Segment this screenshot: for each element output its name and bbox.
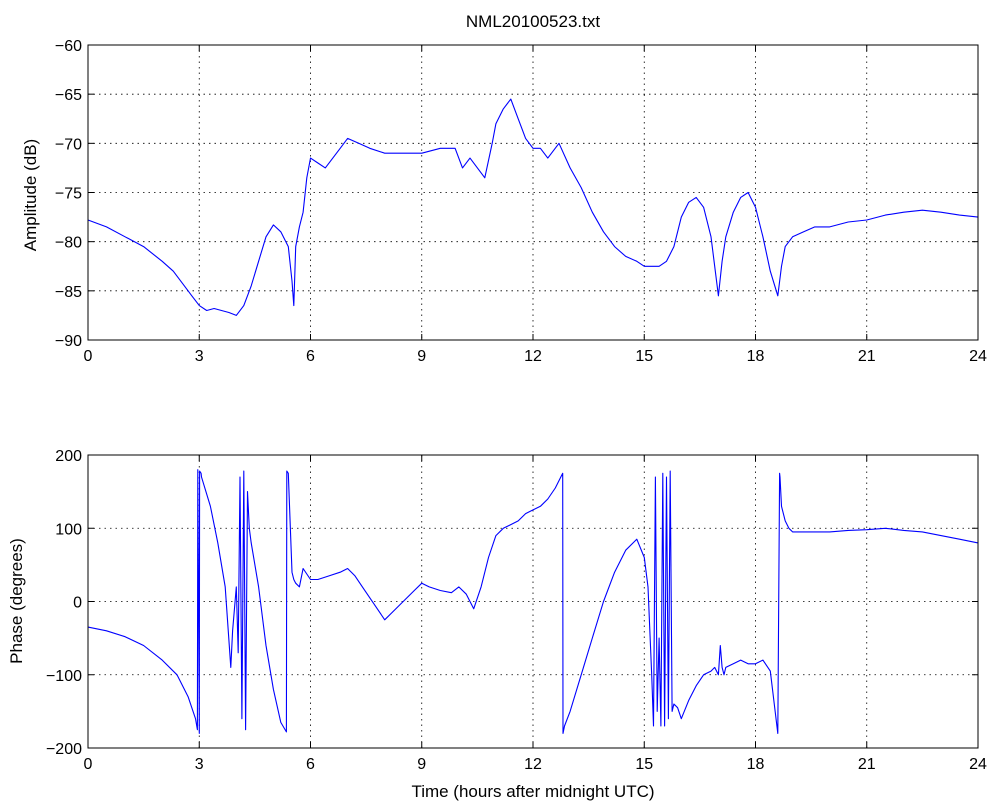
x-tick-label: 24 xyxy=(969,348,987,365)
x-tick-label: 6 xyxy=(306,348,315,365)
x-tick-label: 6 xyxy=(306,756,315,773)
x-tick-label: 21 xyxy=(858,756,876,773)
x-axis-label: Time (hours after midnight UTC) xyxy=(411,782,654,801)
y-tick-label: −75 xyxy=(55,186,82,203)
x-tick-label: 18 xyxy=(747,348,765,365)
y-tick-label: 200 xyxy=(55,448,82,465)
x-tick-label: 0 xyxy=(84,756,93,773)
x-tick-label: 9 xyxy=(417,348,426,365)
y-tick-label: −60 xyxy=(55,38,82,55)
chart-title: NML20100523.txt xyxy=(466,12,600,31)
series-line xyxy=(87,98,979,316)
amplitude-panel: 0 3 6 9 12 15 18 21 24 −90 −85 −80 −75 −70 −65 −60 xyxy=(55,38,987,365)
y-tick-label: −65 xyxy=(55,87,82,104)
y-tick-label: −90 xyxy=(55,333,82,350)
x-tick-label: 24 xyxy=(969,756,987,773)
x-tick-label: 15 xyxy=(635,756,653,773)
x-tick-label: 9 xyxy=(417,756,426,773)
x-tick-label: 12 xyxy=(524,756,542,773)
x-tick-label: 18 xyxy=(747,756,765,773)
phase-panel: 0 3 6 9 12 15 18 21 24 −200 −100 0 100 200 xyxy=(46,448,987,773)
series-line xyxy=(87,469,979,734)
y-tick-label: −70 xyxy=(55,136,82,153)
y-tick-label: 0 xyxy=(73,595,82,612)
y-tick-label: −85 xyxy=(55,284,82,301)
x-tick-label: 3 xyxy=(195,348,204,365)
y-tick-label: −100 xyxy=(46,668,82,685)
phase-y-label: Phase (degrees) xyxy=(7,538,26,664)
x-tick-label: 0 xyxy=(84,348,93,365)
x-tick-label: 21 xyxy=(858,348,876,365)
amplitude-y-label: Amplitude (dB) xyxy=(21,139,40,251)
y-tick-label: −200 xyxy=(46,741,82,758)
x-tick-label: 15 xyxy=(635,348,653,365)
y-tick-label: −80 xyxy=(55,235,82,252)
x-tick-label: 12 xyxy=(524,348,542,365)
y-tick-label: 100 xyxy=(55,521,82,538)
x-tick-label: 3 xyxy=(195,756,204,773)
